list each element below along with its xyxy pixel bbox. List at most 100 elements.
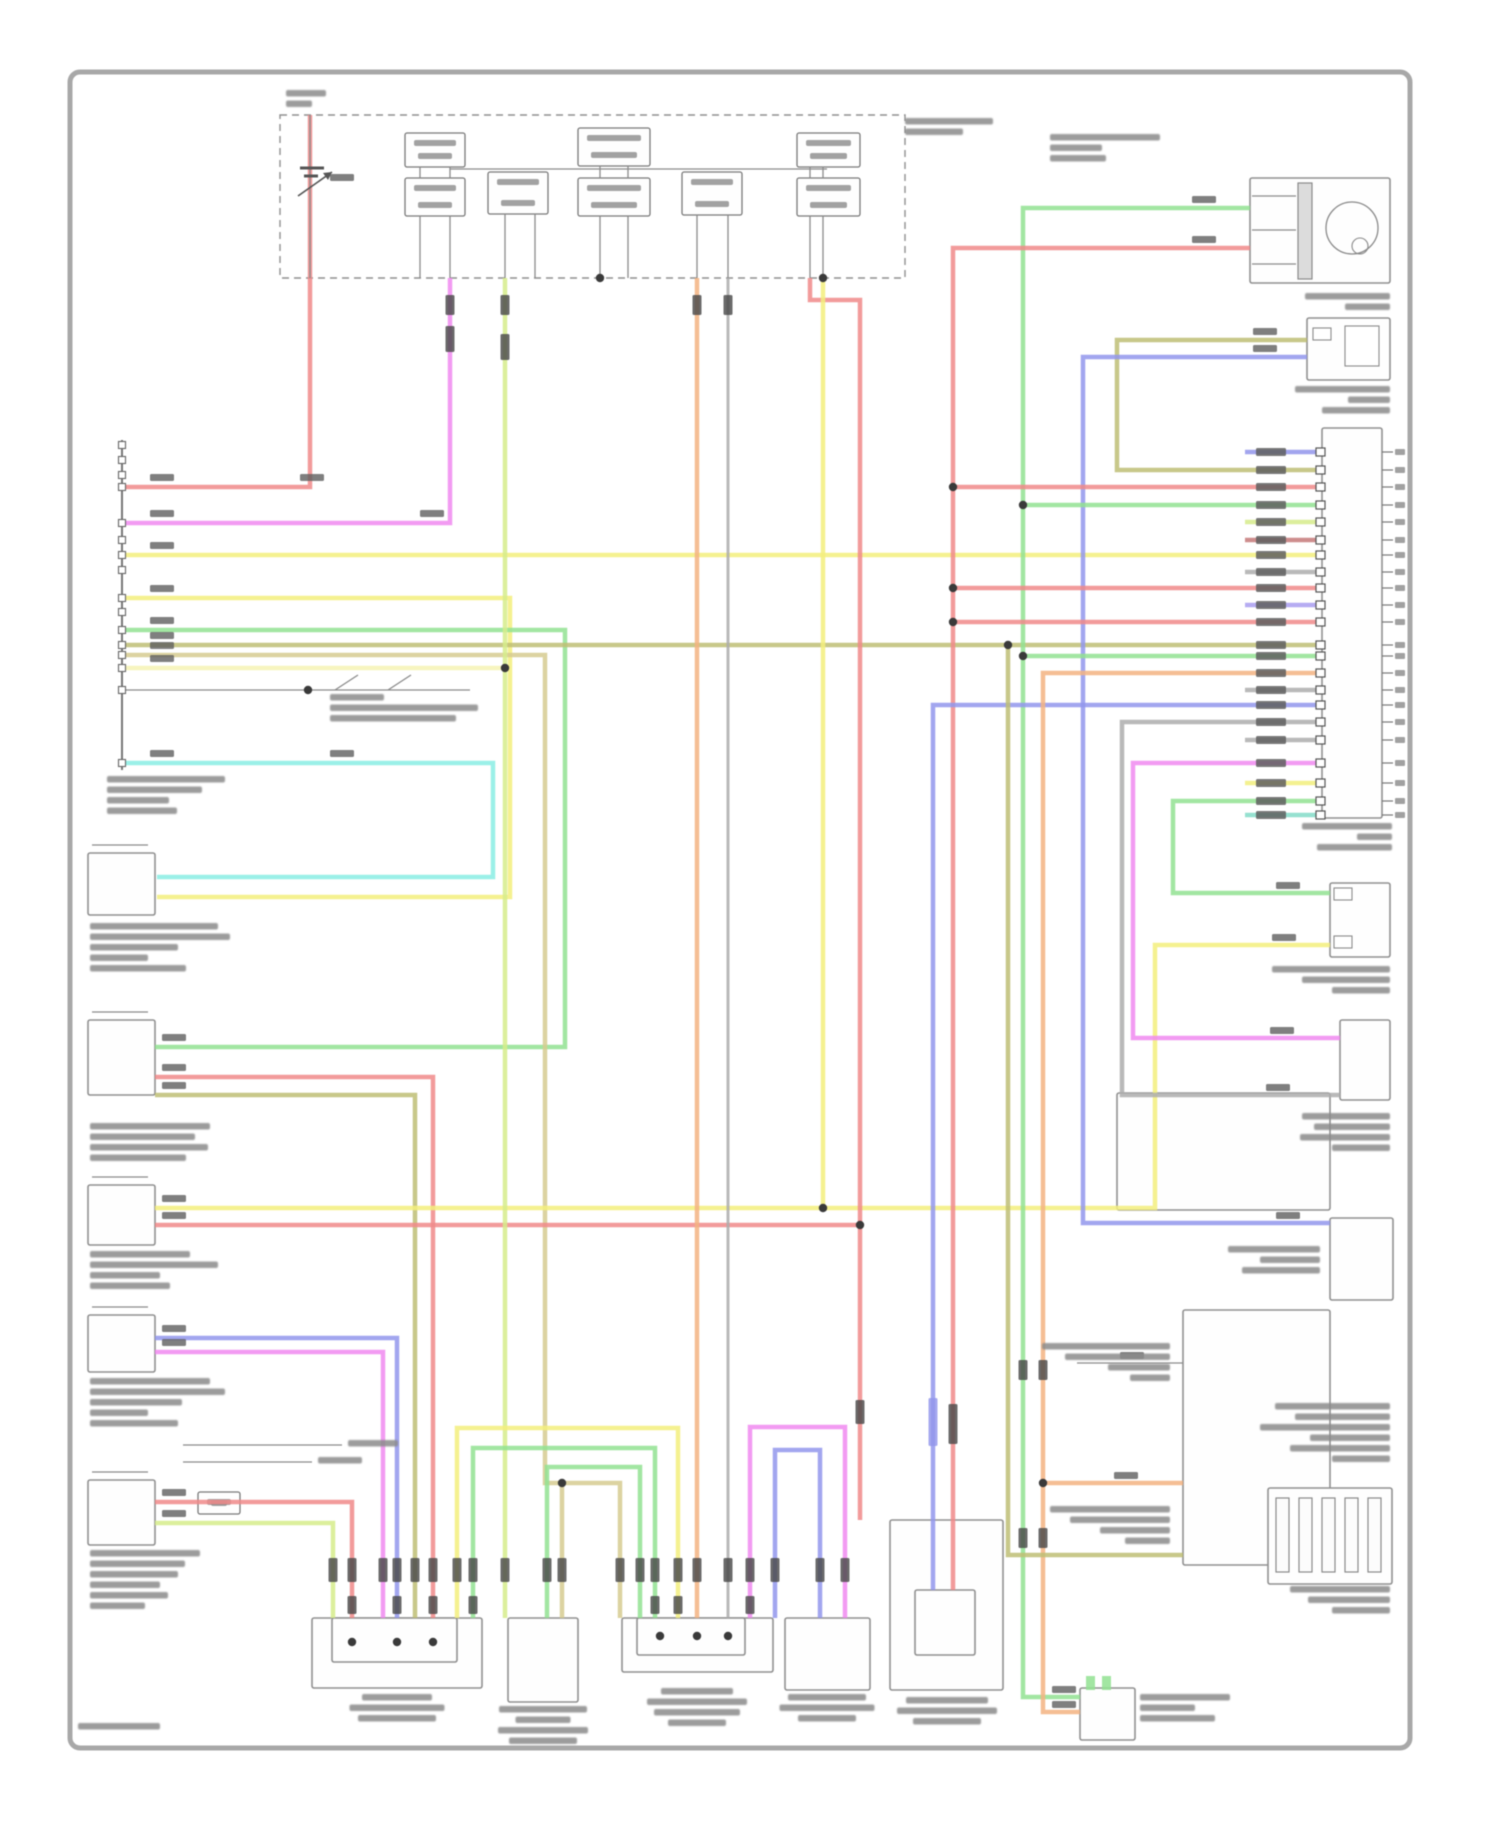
wire-color-code xyxy=(162,1195,186,1202)
label-line xyxy=(90,1133,195,1140)
junction-dot xyxy=(557,1478,567,1488)
label-line xyxy=(90,1399,182,1406)
pin-mark xyxy=(1018,1360,1028,1380)
label-line xyxy=(1108,1364,1170,1371)
strip-pin xyxy=(1315,810,1326,820)
label-line xyxy=(905,118,993,125)
wire-blue-nloop xyxy=(772,1447,823,1618)
wire-color-code xyxy=(162,1064,186,1071)
junction-dot xyxy=(303,685,313,695)
fuse5-text xyxy=(806,185,851,191)
label-module-2-label xyxy=(1295,386,1390,414)
fuse2-text xyxy=(501,200,535,206)
strip-wire-code xyxy=(1256,501,1286,509)
wire-boxc-yellow xyxy=(155,942,1330,1211)
label-line xyxy=(1125,1537,1170,1544)
fuse5-text xyxy=(810,202,847,208)
pin-mark xyxy=(328,1558,338,1582)
strip-pin xyxy=(1315,617,1326,627)
label-conn-small-label xyxy=(498,1706,588,1744)
conn-3 xyxy=(784,1617,871,1691)
label-line xyxy=(1042,1343,1170,1350)
strip-pin xyxy=(1315,465,1326,475)
label-line xyxy=(1310,1434,1390,1441)
fuse1-upper-text xyxy=(414,140,456,146)
wire-olive-bus xyxy=(1005,645,1183,1558)
wire-orange-bus xyxy=(1040,670,1322,1715)
junction-dot xyxy=(500,663,510,673)
fuse4 xyxy=(681,171,743,216)
label-footer-note xyxy=(78,1723,160,1730)
pin-mark xyxy=(557,1558,567,1582)
label-module-7-label xyxy=(1228,1246,1320,1274)
strip-pin-number xyxy=(1395,670,1405,676)
strip-pin xyxy=(1315,668,1326,678)
label-pin-strip-label xyxy=(1302,823,1392,851)
label-line xyxy=(90,1560,185,1567)
label-line xyxy=(90,923,218,930)
page-border xyxy=(67,69,1413,1751)
wire-boxe-ylwgrn xyxy=(155,1520,336,1618)
label-module-8-label-b xyxy=(1050,1506,1170,1544)
junction-dot xyxy=(595,273,605,283)
wire-boxb-olive xyxy=(155,1092,418,1618)
label-line xyxy=(358,1715,436,1722)
left-strip-pin xyxy=(117,640,127,650)
wire-color-code xyxy=(162,1325,186,1332)
strip-pin-number xyxy=(1395,449,1405,455)
module-9-pin-cap xyxy=(1102,1676,1111,1690)
left-box-a xyxy=(87,852,156,916)
label-line xyxy=(330,704,478,711)
label-line xyxy=(90,1581,160,1588)
label-module-8-label-right xyxy=(1260,1403,1390,1462)
label-line xyxy=(661,1688,733,1695)
junction-dot xyxy=(428,1637,438,1647)
strip-pin xyxy=(1315,700,1326,710)
label-bottom-right-box-label xyxy=(897,1697,997,1725)
strip-pin-number xyxy=(1395,780,1405,786)
left-strip-pin xyxy=(117,758,127,768)
label-conn-2-label xyxy=(647,1688,747,1726)
strip-pin xyxy=(1315,685,1326,695)
label-line xyxy=(107,786,202,793)
junction-dot xyxy=(1038,1478,1048,1488)
strip-pin-number xyxy=(1395,619,1405,625)
strip-pin xyxy=(1315,583,1326,593)
fuse4-text xyxy=(695,201,729,207)
strip-pin xyxy=(1315,447,1326,457)
pin-mark xyxy=(500,295,510,315)
fuse3 xyxy=(577,177,651,217)
label-line xyxy=(1140,1715,1215,1722)
left-box-d xyxy=(87,1314,156,1373)
fuse5-upper-text xyxy=(806,140,851,146)
fuse5-upper-text xyxy=(810,153,847,159)
pin-mark xyxy=(410,1558,420,1582)
label-line xyxy=(1332,1455,1390,1462)
conn-2-inner xyxy=(636,1617,746,1656)
label-dlc-label xyxy=(1290,1586,1390,1614)
strip-pin xyxy=(1315,640,1326,650)
strip-pin-number xyxy=(1395,484,1405,490)
label-line xyxy=(78,1723,160,1730)
wire-color-code xyxy=(1052,1701,1076,1708)
generator-core-bar xyxy=(1297,182,1313,280)
pin-mark xyxy=(428,1558,438,1582)
wire-red-bus xyxy=(950,245,1250,1590)
fuse3-upper-text xyxy=(587,135,641,141)
left-strip-pin xyxy=(117,607,127,617)
module-cell xyxy=(1312,327,1332,341)
wire-green-module4-loop xyxy=(1170,798,1330,896)
label-line xyxy=(90,933,230,940)
pin-mark xyxy=(347,1558,357,1582)
left-strip-pin xyxy=(117,470,127,480)
label-line xyxy=(90,1571,178,1578)
label-line xyxy=(90,1261,218,1268)
left-strip-pin xyxy=(117,663,127,673)
label-line xyxy=(913,1718,981,1725)
strip-pin xyxy=(1315,500,1326,510)
junction-dot xyxy=(948,583,958,593)
pin-mark xyxy=(855,1400,865,1424)
label-line xyxy=(1100,1527,1170,1534)
strip-wire-code xyxy=(1256,718,1286,726)
